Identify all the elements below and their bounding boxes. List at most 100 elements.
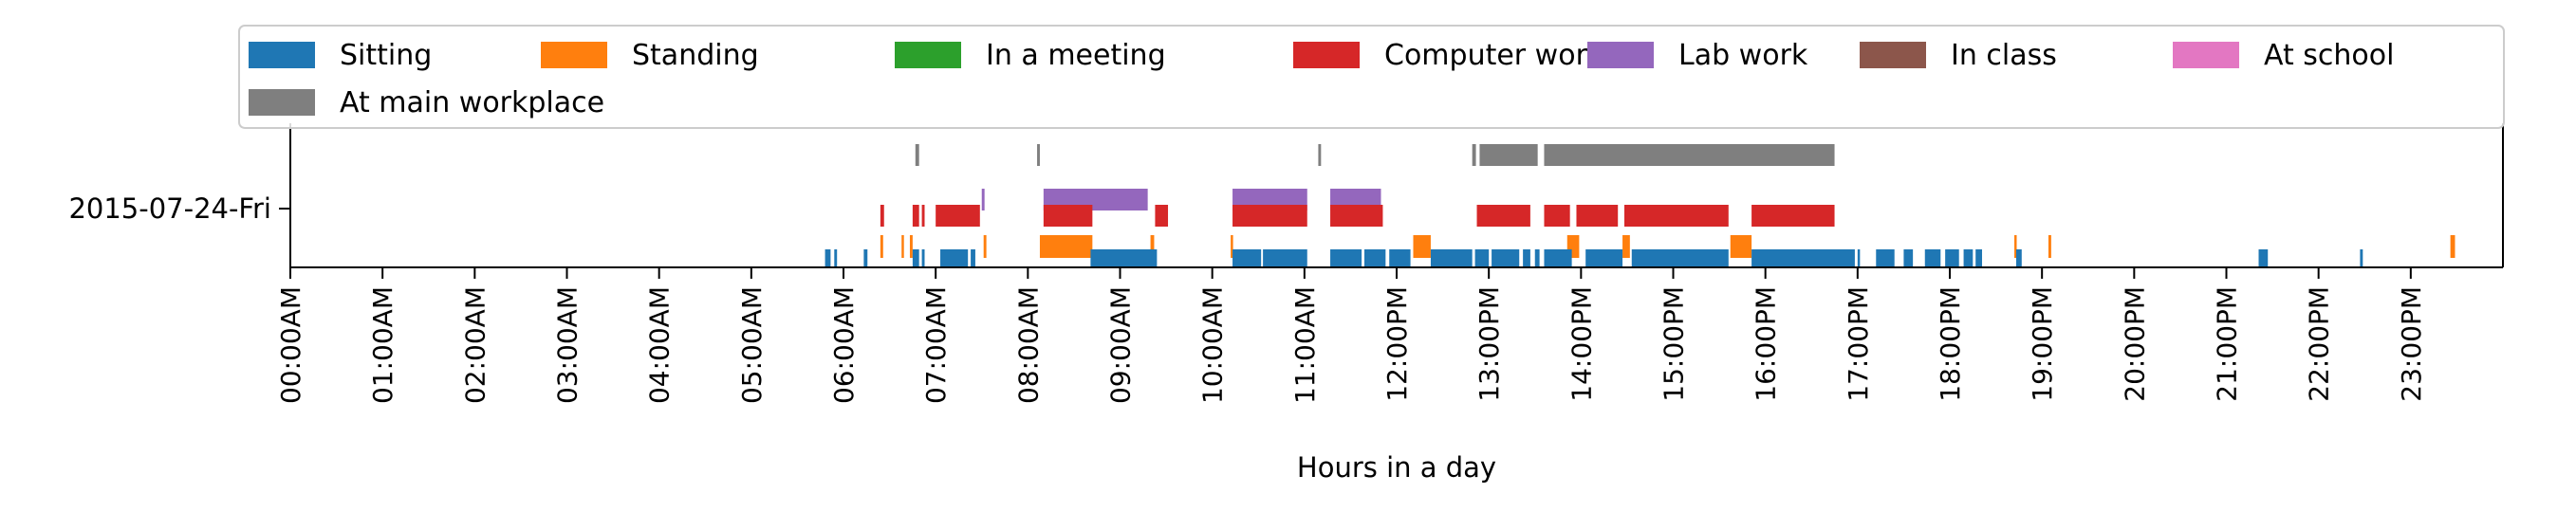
legend-item: Standing: [541, 39, 759, 72]
x-tick-label: 00:00AM: [275, 286, 306, 404]
interval-bar: [981, 189, 985, 210]
interval-bar: [2048, 235, 2051, 258]
interval-bar: [1945, 249, 1959, 266]
interval-bar: [1037, 144, 1040, 166]
legend-swatch: [895, 42, 961, 68]
x-axis: 00:00AM 01:00AM 02:00AM 03:00AM 04:00AM 05:00…: [275, 267, 2427, 404]
interval-bar: [1263, 249, 1307, 266]
interval-bar: [1631, 249, 1729, 266]
interval-bar: [901, 235, 904, 258]
interval-bar: [2014, 235, 2017, 258]
x-tick-label: 11:00AM: [1289, 286, 1321, 404]
x-tick-label: 21:00PM: [2212, 286, 2243, 402]
interval-bar: [1330, 249, 1362, 266]
x-tick-label: 04:00AM: [644, 286, 676, 404]
x-tick-label: 15:00PM: [1659, 286, 1690, 402]
legend-box: [238, 25, 2505, 129]
interval-bar: [1585, 249, 1623, 266]
x-tick-label: 09:00AM: [1105, 286, 1137, 404]
legend-swatch: [1587, 42, 1654, 68]
interval-bar: [1492, 249, 1520, 266]
legend-swatch: [1293, 42, 1360, 68]
legend-swatch: [541, 42, 607, 68]
interval-bar: [1363, 249, 1386, 266]
x-tick-label: 20:00PM: [2119, 286, 2150, 402]
interval-bar: [1975, 249, 1983, 266]
interval-bar: [1576, 205, 1619, 227]
legend-item: Lab work: [1587, 39, 1808, 72]
legend: Sitting Standing In a meeting Computer work…: [238, 25, 2505, 129]
x-tick-label: 14:00PM: [1566, 286, 1597, 402]
interval-bar: [1751, 249, 1855, 266]
interval-bar: [1544, 144, 1835, 166]
interval-bar: [1043, 205, 1093, 227]
interval-bar: [1751, 205, 1835, 227]
interval-bar: [2015, 249, 2022, 266]
interval-bar: [915, 144, 919, 166]
x-tick-label: 07:00AM: [920, 286, 952, 404]
interval-bar: [1476, 205, 1530, 227]
interval-bar: [880, 235, 883, 258]
x-tick-label: 17:00PM: [1843, 286, 1874, 402]
legend-label: Lab work: [1678, 39, 1808, 72]
legend-label: In a meeting: [986, 39, 1166, 72]
x-tick-label: 13:00PM: [1473, 286, 1505, 402]
interval-bar: [1544, 205, 1570, 227]
legend-swatch: [249, 42, 315, 68]
interval-bar: [1544, 249, 1572, 266]
interval-bar: [912, 249, 919, 266]
interval-bar: [1903, 249, 1914, 266]
interval-bar: [971, 249, 975, 266]
series-lab-work: [981, 189, 1381, 210]
interval-bar: [1039, 235, 1093, 258]
interval-bar: [940, 249, 969, 266]
x-tick-label: 08:00AM: [1012, 286, 1044, 404]
x-tick-label: 06:00AM: [828, 286, 860, 404]
x-tick-label: 02:00AM: [459, 286, 491, 404]
interval-bar: [936, 205, 980, 227]
interval-bar: [1730, 235, 1752, 258]
interval-bar: [1090, 249, 1158, 266]
series-computer-work: [880, 205, 1835, 227]
x-tick-label: 16:00PM: [1751, 286, 1782, 402]
legend-item: In a meeting: [895, 39, 1166, 72]
interval-bar: [1924, 249, 1941, 266]
legend-label: Sitting: [340, 39, 432, 72]
legend-item: Computer work: [1293, 39, 1604, 72]
legend-swatch: [2173, 42, 2239, 68]
series-at-main-workplace: [915, 144, 1835, 166]
interval-bar: [921, 249, 925, 266]
interval-bar: [834, 249, 838, 266]
x-tick-label: 19:00PM: [2027, 286, 2058, 402]
legend-label: Standing: [632, 39, 759, 72]
y-tick-label: 2015-07-24-Fri: [68, 192, 271, 225]
interval-bar: [1472, 144, 1476, 166]
legend-item: At main workplace: [249, 86, 604, 119]
interval-bar: [2360, 249, 2363, 266]
interval-bar: [1232, 249, 1262, 266]
interval-bar: [2450, 235, 2456, 258]
interval-bar: [1430, 249, 1473, 266]
x-tick-label: 01:00AM: [367, 286, 398, 404]
x-tick-label: 23:00PM: [2396, 286, 2427, 402]
x-tick-label: 22:00PM: [2304, 286, 2335, 402]
x-tick-label: 12:00PM: [1381, 286, 1413, 402]
interval-bar: [1474, 249, 1490, 266]
legend-label: At main workplace: [340, 86, 604, 119]
plot-area: [289, 123, 2504, 268]
x-tick-label: 18:00PM: [1935, 286, 1966, 402]
legend-label: At school: [2264, 39, 2394, 72]
legend-item: At school: [2173, 39, 2394, 72]
interval-bar: [1330, 205, 1383, 227]
legend-label: Computer work: [1384, 39, 1604, 72]
interval-bar: [1232, 205, 1307, 227]
interval-bar: [863, 249, 868, 266]
y-axis: 2015-07-24-Fri: [68, 192, 290, 225]
interval-bar: [1534, 249, 1540, 266]
legend-swatch: [1860, 42, 1926, 68]
legend-label: In class: [1951, 39, 2057, 72]
legend-item: Sitting: [249, 39, 432, 72]
interval-bar: [825, 249, 831, 266]
interval-bar: [1876, 249, 1895, 266]
interval-bar: [880, 205, 884, 227]
